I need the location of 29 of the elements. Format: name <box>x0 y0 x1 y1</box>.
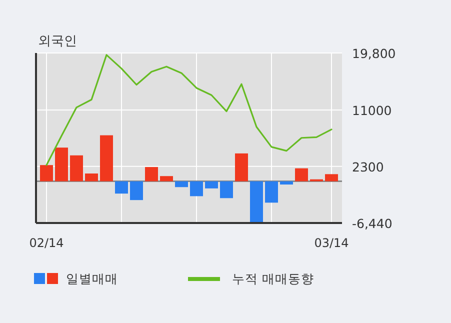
bar <box>190 181 203 196</box>
line-series <box>46 54 332 166</box>
bar <box>70 155 83 182</box>
y-tick-label: -6,440 <box>352 216 392 231</box>
bar <box>160 176 173 182</box>
bar <box>40 165 53 182</box>
bar <box>250 181 263 222</box>
bar <box>85 174 98 182</box>
bar <box>145 167 158 182</box>
bar <box>55 148 68 182</box>
bar <box>100 135 113 182</box>
legend-label: 일별매매 <box>66 271 118 286</box>
legend-label: 누적 매매동향 <box>232 271 314 286</box>
bar <box>220 181 233 198</box>
bar <box>265 181 278 203</box>
x-tick-label: 02/14 <box>29 236 64 250</box>
bar <box>205 181 218 188</box>
bar <box>325 174 338 182</box>
bar <box>235 153 248 182</box>
bar <box>280 181 293 185</box>
y-tick-label: 11000 <box>352 103 392 118</box>
x-tick-label: 03/14 <box>314 236 349 250</box>
bar <box>295 168 308 182</box>
y-tick-label: 19,800 <box>352 46 396 61</box>
y-tick-label: 2300 <box>352 159 384 174</box>
bar <box>175 181 188 188</box>
bar <box>115 181 128 194</box>
bar <box>130 181 143 200</box>
chart-title: 외국인 <box>38 34 77 49</box>
